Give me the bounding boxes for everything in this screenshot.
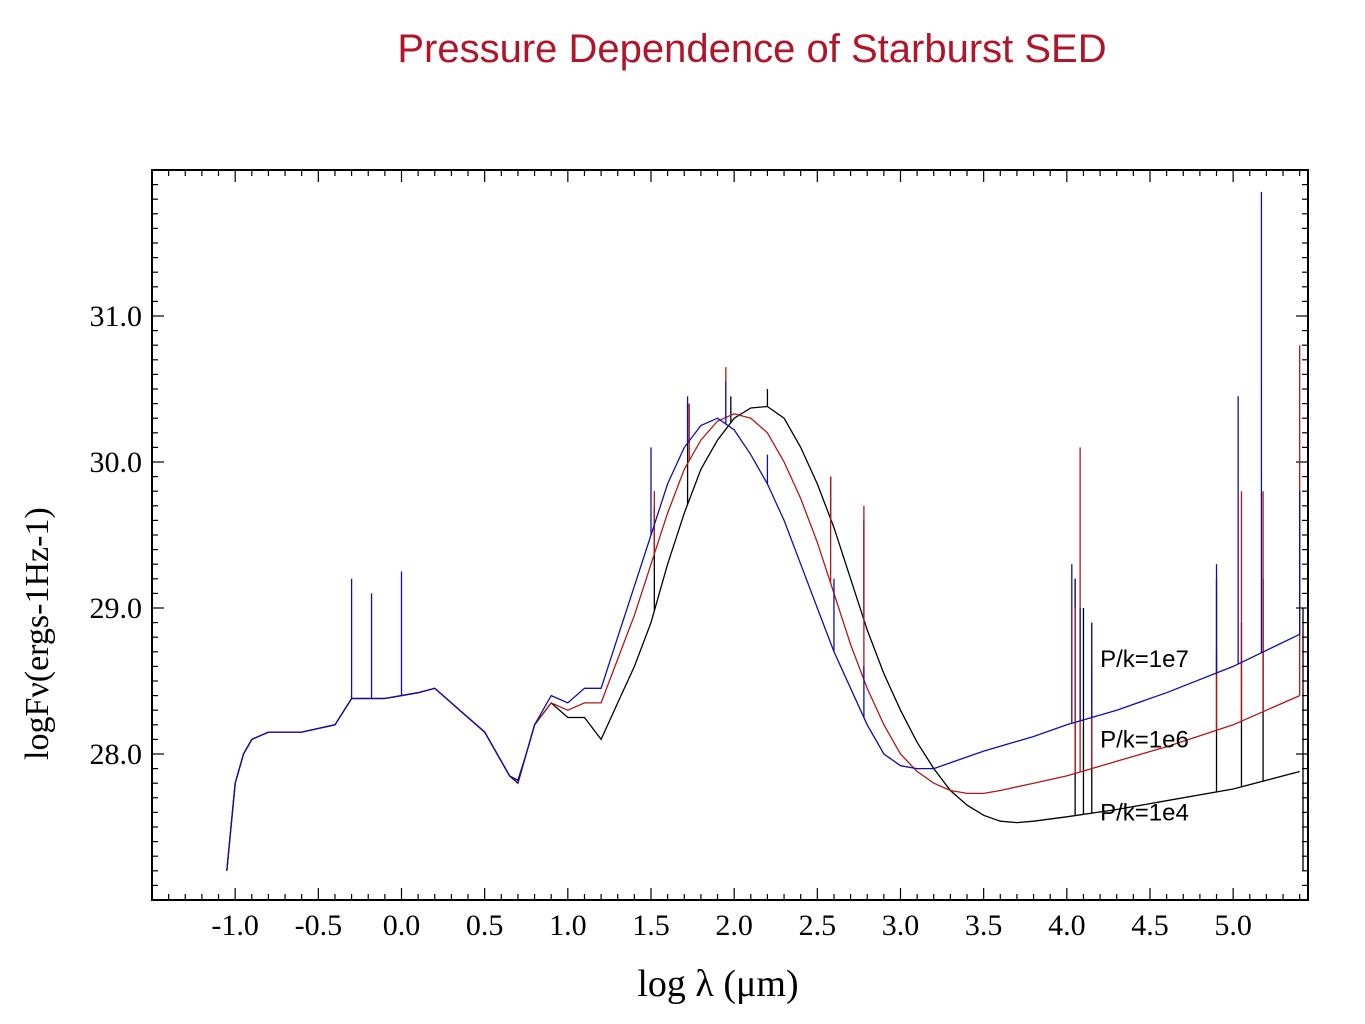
y-tick-label: 28.0 — [90, 738, 143, 771]
series-line-p-k-1e7 — [226, 417, 1300, 871]
y-axis-glyph: r — [19, 644, 56, 656]
x-tick-label: 3.5 — [965, 909, 1003, 942]
series-group — [226, 191, 1304, 871]
x-tick-label: -1.0 — [211, 909, 259, 942]
series-label-p-k-1e7: P/k=1e7 — [1100, 646, 1189, 673]
x-tick-label: 5.0 — [1214, 909, 1252, 942]
series-label-p-k-1e6: P/k=1e6 — [1100, 726, 1189, 753]
x-axis-label: log λ (μm) — [637, 963, 798, 1005]
x-tick-label: 2.0 — [715, 909, 753, 942]
y-axis-label-text: logFν(ergs-1Hz-1) — [19, 507, 56, 760]
x-tick-label: 1.0 — [549, 909, 587, 942]
y-axis-glyph: l — [19, 751, 56, 760]
series-label-p-k-1e4: P/k=1e4 — [1100, 799, 1189, 826]
x-tick-labels: -1.0 -0.5 0.0 0.5 1.0 1.5 2.0 2.5 3.0 3.5 4.0 4.5 5.… — [211, 909, 1251, 942]
y-axis-glyph: ν — [19, 682, 56, 697]
plot-frame — [151, 169, 1309, 901]
series-labels: P/k=1e4 P/k=1e6 P/k=1e7 — [1100, 646, 1189, 826]
y-axis-glyph: H — [19, 562, 56, 587]
x-tick-label: 0.0 — [383, 909, 421, 942]
y-tick-label: 29.0 — [90, 592, 143, 625]
x-tick-label: 3.0 — [882, 909, 920, 942]
y-axis-glyph: z — [19, 547, 56, 562]
y-axis-glyph: e — [19, 656, 56, 671]
x-tick-label: 4.5 — [1131, 909, 1169, 942]
y-axis-glyph: g — [19, 628, 56, 645]
x-tick-label: 0.5 — [466, 909, 504, 942]
y-tick-label: 31.0 — [90, 300, 143, 333]
minor-ticks — [151, 169, 1308, 901]
x-tick-label: 1.5 — [632, 909, 670, 942]
y-axis-glyph: g — [19, 717, 56, 734]
x-tick-label: 2.5 — [799, 909, 837, 942]
x-tick-label: 4.0 — [1048, 909, 1086, 942]
x-tick-label: -0.5 — [295, 909, 343, 942]
y-axis-glyph: s — [19, 615, 56, 628]
y-tick-labels: 28.0 29.0 30.0 31.0 — [90, 300, 143, 771]
y-axis-glyph: ( — [19, 671, 56, 682]
y-axis-glyph: -1 — [19, 519, 56, 547]
y-tick-label: 30.0 — [90, 446, 143, 479]
y-axis-glyph: o — [19, 734, 56, 751]
y-axis-glyph: ) — [19, 507, 56, 518]
chart-title: Pressure Dependence of Starburst SED — [397, 27, 1106, 71]
y-axis-glyph: -1 — [19, 587, 56, 615]
y-axis-label: logFν(ergs-1Hz-1) — [19, 507, 56, 760]
y-axis-glyph: F — [19, 698, 56, 717]
